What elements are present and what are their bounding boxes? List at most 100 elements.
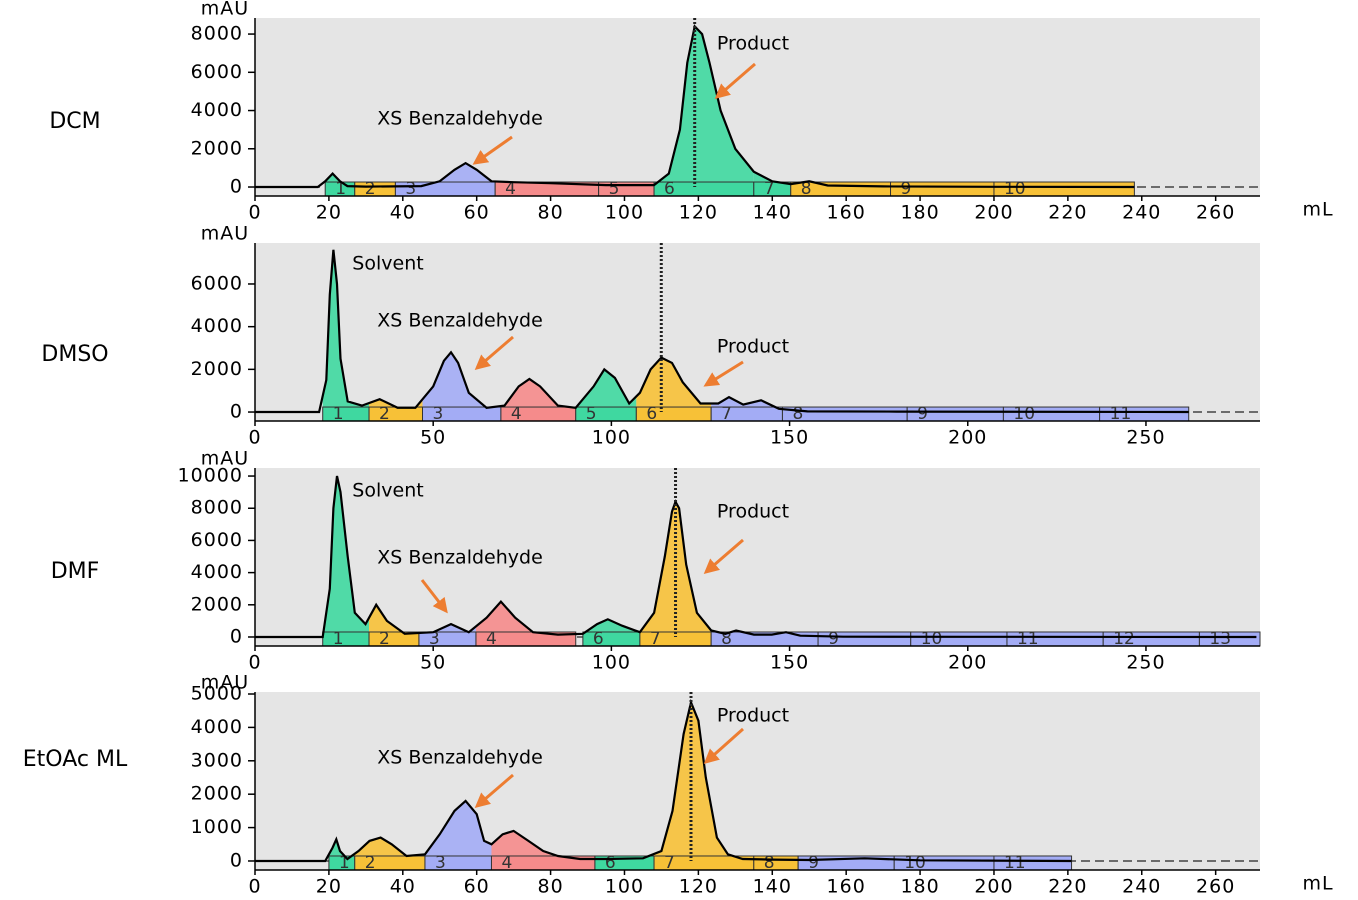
- annotation: Solvent: [352, 253, 423, 275]
- fraction-label: 8: [721, 629, 732, 649]
- fraction-fill: [654, 26, 754, 188]
- x-tick-label: 160: [827, 876, 866, 898]
- fraction-label: 1: [339, 853, 350, 873]
- x-tick-label: 20: [316, 202, 342, 224]
- x-tick-label: 100: [592, 427, 631, 449]
- fraction-band: [322, 631, 370, 647]
- fraction-fill: [475, 601, 576, 637]
- x-tick-label: 200: [948, 652, 987, 674]
- trace: [255, 24, 1135, 189]
- x-tick-label: 180: [900, 202, 939, 224]
- fraction-label: 2: [379, 404, 390, 424]
- y-tick-label: 1000: [191, 816, 243, 838]
- x-tick-label: 250: [1126, 652, 1165, 674]
- y-tick-label: 0: [230, 625, 243, 647]
- x-tick-label: 180: [900, 876, 939, 898]
- panel-title: DCM: [49, 109, 100, 134]
- annotation: Solvent: [352, 480, 423, 502]
- x-tick-label: 50: [420, 427, 446, 449]
- fraction-label: 6: [646, 404, 657, 424]
- x-tick-label: 0: [248, 652, 261, 674]
- x-tick-label: 20: [316, 876, 342, 898]
- fraction-label: 1: [335, 179, 346, 199]
- fraction-fill: [491, 830, 595, 861]
- y-axis-label: mAU: [201, 223, 249, 245]
- fraction-label: 6: [664, 179, 675, 199]
- x-tick-label: 80: [537, 876, 563, 898]
- trace: [255, 249, 1189, 414]
- plot-area: [255, 18, 1260, 196]
- y-tick-label: 4000: [191, 99, 243, 121]
- fraction-label: 1: [333, 629, 344, 649]
- y-tick-label: 6000: [191, 529, 243, 551]
- annotation-arrow: [703, 360, 744, 387]
- fraction-label: 13: [1209, 629, 1231, 649]
- x-tick-label: 140: [753, 202, 792, 224]
- x-axis-label: mL: [1302, 199, 1333, 221]
- y-tick-label: 2000: [191, 358, 243, 380]
- x-tick-label: 80: [537, 202, 563, 224]
- annotation: Product: [717, 336, 789, 358]
- y-axis-label: mAU: [201, 0, 249, 20]
- fraction-label: 10: [1004, 179, 1026, 199]
- fraction-label: 10: [904, 853, 926, 873]
- fraction-band: [418, 631, 477, 647]
- x-tick-label: 140: [753, 876, 792, 898]
- x-tick-label: 120: [679, 876, 718, 898]
- x-tick-label: 0: [248, 427, 261, 449]
- fraction-label: 1: [333, 404, 344, 424]
- x-tick-label: 160: [827, 202, 866, 224]
- annotation: Product: [717, 705, 789, 727]
- x-tick-label: 220: [1048, 876, 1087, 898]
- fraction-band: [582, 631, 641, 647]
- fraction-label: 5: [609, 179, 620, 199]
- fraction-label: 11: [1110, 404, 1132, 424]
- x-tick-label: 150: [770, 652, 809, 674]
- annotation: Product: [717, 501, 789, 523]
- x-tick-label: 260: [1196, 876, 1235, 898]
- annotation: XS Benzaldehyde: [377, 547, 543, 569]
- fraction-label: 2: [379, 629, 390, 649]
- y-tick-label: 4000: [191, 561, 243, 583]
- y-tick-label: 6000: [191, 272, 243, 294]
- y-tick-label: 10000: [178, 465, 243, 487]
- fraction-band: [322, 406, 370, 422]
- x-tick-label: 240: [1122, 202, 1161, 224]
- fraction-label: 9: [901, 179, 912, 199]
- y-axis-label: mAU: [201, 448, 249, 470]
- x-tick-label: 220: [1048, 202, 1087, 224]
- plot-area: [255, 692, 1260, 870]
- panel-title: DMSO: [41, 342, 108, 367]
- fraction-label: 4: [505, 179, 516, 199]
- x-tick-label: 240: [1122, 876, 1161, 898]
- annotation-arrow: [474, 773, 514, 808]
- fraction-label: 4: [486, 629, 497, 649]
- fraction-label: 2: [365, 179, 376, 199]
- x-tick-label: 150: [770, 427, 809, 449]
- y-tick-label: 2000: [191, 783, 243, 805]
- y-tick-label: 5000: [191, 683, 243, 705]
- y-tick-label: 6000: [191, 61, 243, 83]
- fraction-label: 3: [405, 179, 416, 199]
- annotation-arrow: [474, 335, 514, 370]
- y-tick-label: 3000: [191, 749, 243, 771]
- fraction-label: 8: [764, 853, 775, 873]
- fraction-label: 8: [801, 179, 812, 199]
- annotation-arrow: [714, 62, 756, 99]
- fraction-fill: [395, 163, 496, 188]
- x-tick-label: 40: [390, 202, 416, 224]
- y-tick-label: 4000: [191, 716, 243, 738]
- y-tick-label: 0: [230, 401, 243, 423]
- x-tick-label: 120: [679, 202, 718, 224]
- x-tick-label: 200: [974, 202, 1013, 224]
- fraction-label: 8: [792, 404, 803, 424]
- fraction-label: 7: [650, 629, 661, 649]
- panel-title: DMF: [51, 559, 100, 584]
- y-tick-label: 2000: [191, 137, 243, 159]
- fraction-fill: [636, 357, 712, 413]
- annotation-arrow: [703, 538, 744, 574]
- fraction-label: 5: [586, 404, 597, 424]
- fraction-label: 4: [501, 853, 512, 873]
- fraction-label: 12: [1113, 629, 1135, 649]
